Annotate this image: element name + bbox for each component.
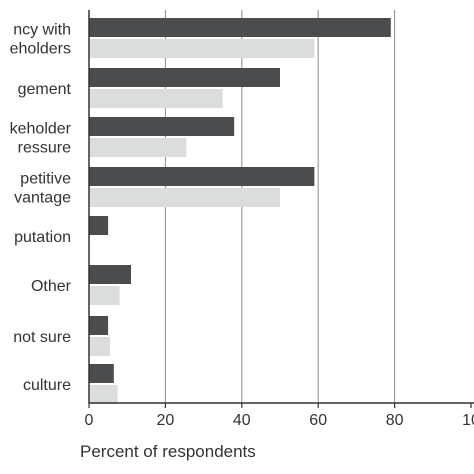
category-label: petitive [20, 171, 71, 188]
bar-dark [89, 316, 109, 335]
bar-dark [89, 117, 235, 136]
bars [89, 18, 391, 404]
category-label: keholder [10, 121, 72, 138]
bar-dark [89, 265, 132, 284]
bar-light [89, 188, 280, 207]
axes [88, 10, 474, 408]
bar-dark [89, 68, 280, 87]
category-label: culture [23, 377, 71, 394]
bar-light [89, 138, 187, 157]
category-label: Other [31, 278, 72, 295]
x-tick-label: 60 [309, 412, 327, 429]
category-label: eholders [10, 41, 71, 58]
x-tick-label: 40 [233, 412, 251, 429]
category-label: ressure [18, 140, 71, 157]
x-tick-label: 20 [157, 412, 175, 429]
category-labels: ncy with eholders gement keholder ressure pet… [10, 22, 72, 395]
x-tick-label: 10 [462, 412, 474, 429]
category-label: gement [18, 81, 72, 98]
bar-dark [89, 216, 109, 235]
bar-light [89, 337, 111, 356]
bar-light [89, 89, 223, 108]
bar-dark [89, 167, 315, 186]
category-label: not sure [13, 329, 71, 346]
bar-light [89, 286, 120, 305]
x-tick-labels: 0 20 40 60 80 10 [85, 412, 474, 429]
bar-dark [89, 364, 114, 383]
category-label: putation [14, 229, 71, 246]
bar-dark [89, 18, 391, 37]
bar-light [89, 39, 315, 58]
category-label: ncy with [13, 22, 71, 39]
x-tick-label: 80 [386, 412, 404, 429]
x-axis-title: Percent of respondents [80, 442, 256, 461]
x-tick-label: 0 [85, 412, 94, 429]
category-label: vantage [14, 190, 71, 207]
bar-light [89, 385, 118, 404]
